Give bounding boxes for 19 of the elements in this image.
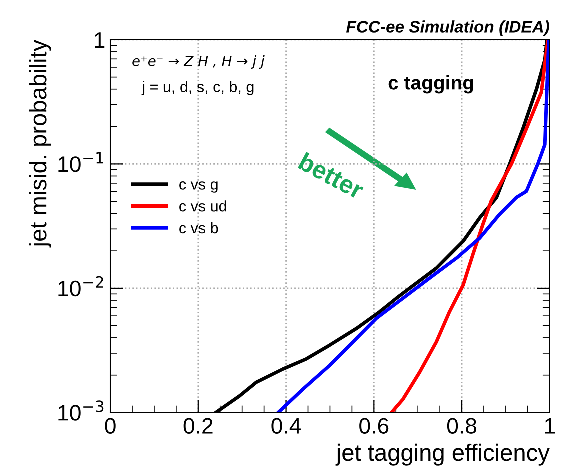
x-tick-label: 0.8: [447, 418, 477, 434]
y-tick-label: 10$^{−2}$: [58, 276, 104, 297]
annotation: c tagging: [388, 76, 474, 94]
y-tick-label: 1: [95, 32, 105, 48]
x-tick-label: 0.4: [272, 418, 302, 434]
legend-label: c vs g: [180, 182, 218, 193]
x-tick-label: 0: [105, 418, 116, 434]
x-axis-title: jet tagging efficiency: [336, 444, 550, 466]
y-tick-label: 10$^{−3}$: [58, 400, 104, 421]
text: FCC-ee Simulation (IDEA): [346, 20, 550, 36]
annotation: e⁺e⁻ → Z H , H → j j: [132, 56, 265, 69]
x-tick-label: 1: [545, 418, 555, 434]
y-axis-title: jet misid. probability: [29, 40, 52, 248]
x-tick-label: 0.6: [360, 418, 389, 434]
y-tick-label: 10$^{−1}$: [58, 152, 104, 172]
legend-label: c vs b: [180, 222, 218, 234]
legend-label: c vs ud: [180, 200, 226, 212]
annotation: j = u, d, s, c, b, g: [142, 81, 254, 96]
x-tick-label: 0.2: [184, 418, 213, 434]
